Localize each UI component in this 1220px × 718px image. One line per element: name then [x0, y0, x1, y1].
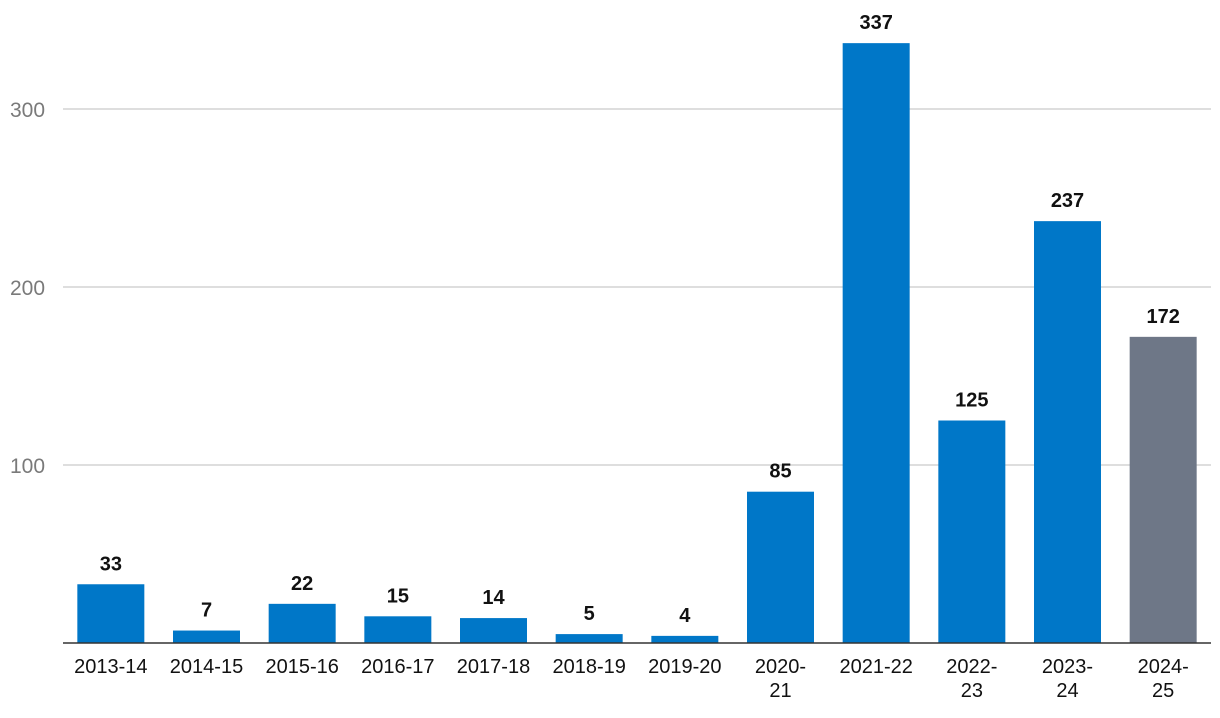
x-tick-label-line: 2024-: [1138, 656, 1189, 678]
value-label-2022-23: 125: [955, 390, 988, 412]
x-tick-label-2019-20: 2019-20: [648, 656, 721, 678]
value-label-2014-15: 7: [201, 600, 212, 622]
y-tick-label: 300: [10, 99, 45, 122]
value-label-2024-25: 172: [1146, 306, 1179, 328]
x-tick-label-2014-15: 2014-15: [170, 656, 243, 678]
x-tick-label-2021-22: 2021-22: [839, 656, 912, 678]
value-label-2021-22: 337: [859, 12, 892, 34]
x-tick-label-line: 2014-15: [170, 656, 243, 678]
bar-2023-24: [1034, 221, 1101, 643]
value-label-2020-21: 85: [769, 461, 791, 483]
value-label-2013-14: 33: [100, 553, 122, 575]
x-tick-label-line: 2013-14: [74, 656, 147, 678]
x-tick-label-2013-14: 2013-14: [74, 656, 147, 678]
x-tick-label-line: 2017-18: [457, 656, 530, 678]
x-tick-label-line: 2016-17: [361, 656, 434, 678]
bar-2015-16: [268, 603, 336, 643]
y-axis-ticks: 100 200 300: [10, 99, 45, 478]
x-tick-label-line: 2018-19: [552, 656, 625, 678]
x-axis-ticks: 2013-14 2014-15 2015-16 2016-17 2017-18 2018-…: [74, 656, 1189, 702]
bar-2020-21: [747, 491, 814, 643]
bar-2017-18: [460, 618, 527, 643]
bars: [77, 43, 1197, 643]
x-tick-label-line: 2015-16: [265, 656, 338, 678]
x-tick-label-line: 23: [961, 680, 983, 702]
x-tick-label-line: 2021-22: [839, 656, 912, 678]
x-tick-label-line: 2022-: [946, 656, 997, 678]
x-tick-label-2018-19: 2018-19: [552, 656, 625, 678]
x-tick-label-line: 25: [1152, 680, 1174, 702]
x-tick-label-line: 24: [1056, 680, 1078, 702]
bar-2016-17: [364, 616, 432, 643]
value-label-2023-24: 237: [1051, 190, 1084, 212]
bar-2022-23: [938, 420, 1006, 643]
x-tick-label-2016-17: 2016-17: [361, 656, 434, 678]
bar-2024-25: [1129, 336, 1197, 643]
bar-2013-14: [77, 584, 145, 643]
y-tick-label: 200: [10, 277, 45, 300]
x-tick-label-2020-21: 2020-21: [755, 656, 806, 702]
x-tick-label-line: 2019-20: [648, 656, 721, 678]
y-tick-label: 100: [10, 455, 45, 478]
value-label-2017-18: 14: [482, 587, 505, 609]
bar-2014-15: [173, 630, 240, 643]
bar-2021-22: [842, 43, 910, 643]
x-tick-label-2015-16: 2015-16: [265, 656, 338, 678]
x-tick-label-line: 2023-: [1042, 656, 1093, 678]
value-label-2015-16: 22: [291, 573, 313, 595]
x-tick-label-line: 21: [769, 680, 791, 702]
bar-2019-20: [651, 635, 719, 643]
x-tick-label-2022-23: 2022-23: [946, 656, 997, 702]
value-label-2019-20: 4: [679, 605, 691, 627]
value-label-2018-19: 5: [584, 603, 595, 625]
x-tick-label-2017-18: 2017-18: [457, 656, 530, 678]
x-tick-label-2023-24: 2023-24: [1042, 656, 1093, 702]
bar-2018-19: [555, 634, 623, 643]
value-label-2016-17: 15: [387, 585, 409, 607]
gridlines: [63, 108, 1211, 466]
x-tick-label-2024-25: 2024-25: [1138, 656, 1189, 702]
x-tick-label-line: 2020-: [755, 656, 806, 678]
